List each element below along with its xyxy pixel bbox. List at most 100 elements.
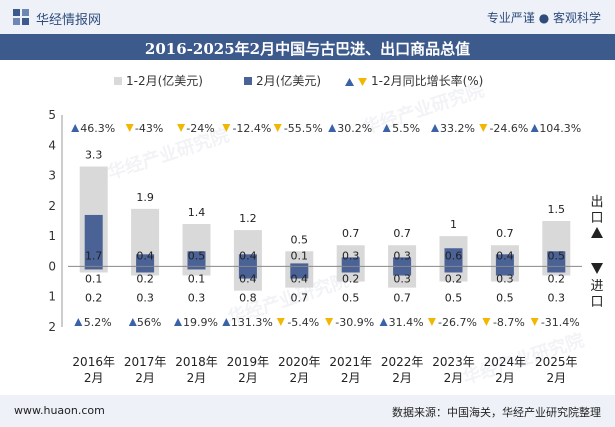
export-total-label: 0.7: [393, 227, 411, 240]
export-total-label: 0.7: [496, 227, 514, 240]
legend-growth-label: 1-2月同比增长率(%): [371, 73, 483, 88]
triangle-up-icon: [345, 78, 354, 86]
x-tick-label: 2017年 2月: [124, 355, 167, 385]
import-month-bar: [238, 266, 257, 279]
import-total-label: 0.5: [496, 291, 514, 304]
import-month-bar: [547, 266, 566, 273]
triangle-up-icon: [71, 124, 80, 132]
import-total-label: 0.7: [291, 291, 309, 304]
export-month-label: 0.3: [393, 249, 411, 262]
legend-total-label: 1-2月(亿美元): [126, 73, 203, 88]
export-month-bar: [136, 254, 155, 267]
export-total-label: 0.5: [291, 233, 309, 246]
triangle-up-icon: [128, 318, 137, 326]
export-month-label: 0.4: [136, 249, 154, 262]
y-tick-label: 1: [48, 290, 56, 304]
import-total-label: 0.7: [393, 291, 411, 304]
import-growth-label: -26.7%: [438, 316, 477, 329]
export-month-bar: [393, 257, 412, 267]
bar-chart: 1-2月(亿美元) 2月(亿美元) 1-2月同比增长率(%) 5 4 3 2 1 0 1 2 3.3 1…: [48, 73, 603, 385]
export-month-label: 0.5: [188, 249, 206, 262]
export-total-label: 1.9: [136, 191, 154, 204]
triangle-down-icon: [427, 318, 436, 326]
export-growth-label: 33.2%: [440, 122, 475, 135]
import-total-label: 0.3: [548, 291, 566, 304]
export-month-bar: [495, 254, 514, 267]
y-tick-label: 2: [48, 320, 56, 334]
export-total-label: 1.5: [548, 203, 566, 216]
export-month-bar: [187, 251, 206, 267]
triangle-up-icon: [379, 318, 388, 326]
export-growth-label: 46.3%: [80, 122, 115, 135]
y-tick-label: 3: [48, 169, 56, 183]
import-total-bar: [79, 266, 108, 273]
import-month-bar: [341, 266, 360, 273]
import-total-label: 0.3: [136, 291, 154, 304]
import-month-label: 0.2: [136, 272, 154, 285]
import-growth-label: -5.4%: [287, 316, 319, 329]
import-growth-label: 19.9%: [183, 316, 218, 329]
export-growth-label: 5.5%: [392, 122, 420, 135]
import-month-label: 0.2: [342, 272, 360, 285]
import-growth-label: 5.2%: [84, 316, 112, 329]
brand-name[interactable]: 华经情报网: [36, 13, 102, 28]
export-growth-label: -12.4%: [232, 122, 271, 135]
import-month-bar: [444, 266, 463, 273]
export-month-label: 0.5: [548, 249, 566, 262]
import-total-label: 0.5: [445, 291, 463, 304]
import-month-label: 0.3: [393, 272, 411, 285]
top-bar: [0, 0, 615, 34]
import-month-label: 0.3: [496, 272, 514, 285]
y-tick-label: 0: [48, 259, 56, 273]
triangle-up-icon: [382, 124, 391, 132]
triangle-up-icon: [530, 124, 539, 132]
x-tick-label: 2024年 2月: [484, 355, 527, 385]
import-month-bar: [136, 266, 155, 273]
source-url[interactable]: www.huaon.com: [14, 404, 105, 417]
import-month-bar: [187, 266, 206, 270]
chart-title: 2016-2025年2月中国与古巴进、出口商品总值: [144, 40, 471, 58]
export-growth-label: -24.6%: [489, 122, 528, 135]
export-month-bar: [547, 251, 566, 267]
triangle-up-icon: [328, 124, 337, 132]
import-month-label: 0.4: [291, 272, 309, 285]
triangle-up-icon: [431, 124, 439, 132]
y-tick-label: 4: [48, 138, 56, 152]
triangle-down-icon: [482, 318, 491, 326]
x-tick-label: 2020年 2月: [278, 355, 321, 385]
logo-mark-icon: [13, 9, 29, 25]
y-tick-label: 1: [48, 229, 56, 243]
import-total-label: 0.2: [85, 291, 103, 304]
export-total-label: 1.4: [188, 206, 206, 219]
x-tick-label: 2019年 2月: [227, 355, 270, 385]
import-month-bar: [84, 266, 103, 270]
import-total-bar: [182, 266, 211, 276]
export-month-label: 0.4: [239, 249, 257, 262]
import-month-label: 0.2: [445, 272, 463, 285]
import-total-label: 0.8: [239, 291, 257, 304]
x-tick-label: 2021年 2月: [329, 355, 372, 385]
import-side-label-1: 进: [590, 279, 603, 294]
import-month-bar: [290, 266, 309, 279]
export-total-label: 1: [450, 218, 457, 231]
import-month-label: 0.4: [239, 272, 257, 285]
triangle-down-icon: [358, 78, 367, 86]
x-tick-label: 2025年 2月: [535, 355, 578, 385]
import-month-label: 0.1: [188, 272, 206, 285]
title-bar: [0, 34, 615, 60]
import-month-bar: [495, 266, 514, 276]
import-total-label: 0.5: [342, 291, 360, 304]
import-arrow-icon: [591, 263, 603, 274]
import-total-label: 0.3: [188, 291, 206, 304]
triangle-down-icon: [276, 318, 285, 326]
export-total-label: 0.7: [342, 227, 360, 240]
source-note: 数据来源：中国海关，华经产业研究院整理: [392, 406, 601, 419]
export-side-label-2: 口: [590, 211, 603, 226]
legend-total-swatch: [114, 77, 122, 85]
triangle-down-icon: [177, 124, 186, 132]
export-month-bar: [341, 257, 360, 267]
export-growth-label: -43%: [135, 122, 163, 135]
import-side-label-2: 口: [590, 295, 603, 310]
x-tick-label: 2018年 2月: [175, 355, 218, 385]
